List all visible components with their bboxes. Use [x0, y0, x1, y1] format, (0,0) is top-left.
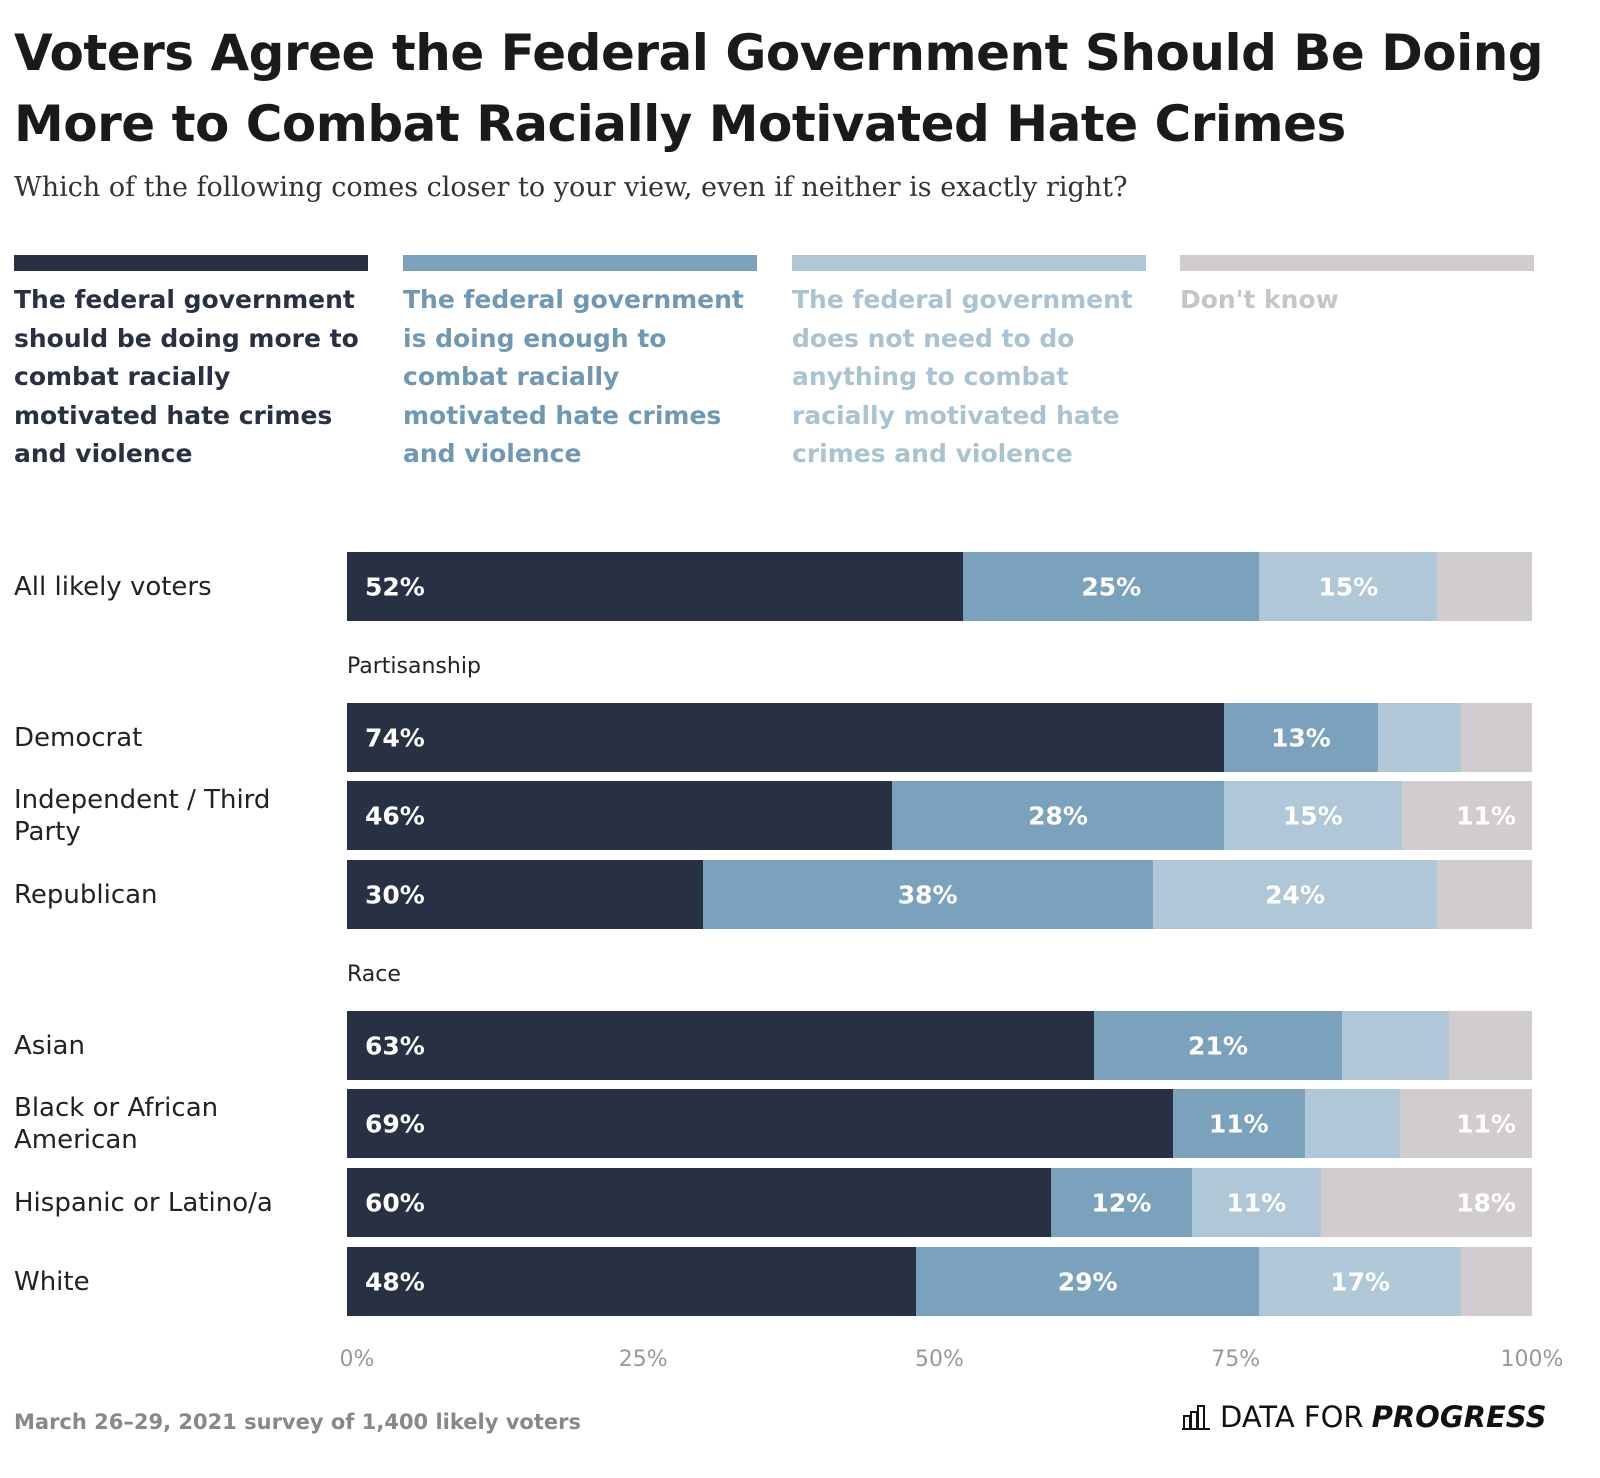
stacked-bar: 48% 29% 17%: [347, 1247, 1532, 1316]
bar-segment: 15%: [1223, 781, 1402, 850]
stacked-bar: 60% 12% 11% 18%: [347, 1168, 1532, 1237]
data-label: 21%: [1188, 1031, 1248, 1060]
data-label: 69%: [365, 1109, 425, 1138]
bar-segment: 48%: [347, 1247, 916, 1316]
row-label: Black or African American: [14, 1092, 219, 1155]
data-label: 30%: [365, 880, 425, 909]
data-label: 46%: [365, 801, 425, 830]
bar-segment: 38%: [702, 860, 1153, 929]
footer-note: March 26–29, 2021 survey of 1,400 likely…: [14, 1410, 581, 1434]
legend-label: The federal government does not need to …: [792, 285, 1133, 469]
logo-text-bold: PROGRESS: [1371, 1400, 1547, 1434]
legend-swatch: [403, 255, 757, 271]
stacked-bar: 30% 38% 24%: [347, 860, 1532, 929]
bar-segment: 69%: [347, 1089, 1173, 1158]
legend-swatch: [792, 255, 1146, 271]
data-label: 15%: [1282, 801, 1343, 830]
x-tick-label: 0%: [339, 1347, 375, 1372]
stacked-bar: 52% 25% 15%: [347, 552, 1532, 621]
bar-segment: 52%: [347, 552, 964, 621]
data-label: 11%: [1456, 1109, 1516, 1138]
data-label: 25%: [1081, 572, 1142, 601]
bar-segment: 17%: [1259, 1247, 1461, 1316]
legend-label: The federal government should be doing m…: [14, 285, 359, 469]
data-label: 52%: [365, 572, 425, 601]
legend-label: Don't know: [1180, 285, 1339, 314]
stacked-bar: 69% 11% 11%: [347, 1089, 1532, 1158]
group-label: Race: [347, 962, 401, 987]
group-label: Partisanship: [347, 654, 481, 679]
bar-segment: 46%: [347, 781, 893, 850]
logo: DATA FOR PROGRESS: [1182, 1400, 1547, 1434]
bar-segment: 13%: [1223, 703, 1378, 772]
data-label: 13%: [1270, 723, 1331, 752]
row-label: Hispanic or Latino/a: [14, 1187, 273, 1218]
row-label: White: [14, 1266, 90, 1297]
data-label: 63%: [365, 1031, 425, 1060]
bar-segment: 28%: [892, 781, 1224, 850]
x-tick-label: 25%: [618, 1347, 668, 1372]
data-label: 17%: [1330, 1267, 1391, 1296]
row-label: Independent / Third Party: [14, 784, 271, 847]
x-tick-label: 50%: [915, 1347, 964, 1372]
bar-segment: [1460, 703, 1532, 772]
legend-label: The federal government is doing enough t…: [403, 285, 744, 469]
legend-item: The federal government is doing enough t…: [403, 255, 757, 474]
chart-subtitle: Which of the following comes closer to y…: [14, 172, 1128, 203]
row-label: Asian: [14, 1030, 85, 1061]
bar-segment: [1437, 552, 1532, 621]
data-label: 15%: [1318, 572, 1379, 601]
legend-swatch: [14, 255, 368, 271]
bar-segment: 25%: [963, 552, 1260, 621]
legend-item: The federal government should be doing m…: [14, 255, 368, 474]
bar-segment: [1377, 703, 1461, 772]
bar-segment: 11%: [1191, 1168, 1321, 1237]
bar-segment: [1460, 1247, 1532, 1316]
data-label: 24%: [1265, 880, 1325, 909]
row-label: Democrat: [14, 722, 143, 753]
data-label: 11%: [1226, 1188, 1287, 1217]
data-label: 60%: [365, 1188, 425, 1217]
row-label: All likely voters: [14, 571, 212, 602]
bar-segment: [1437, 860, 1532, 929]
row-label: Republican: [14, 879, 158, 910]
data-label: 38%: [897, 880, 958, 909]
data-label: 48%: [365, 1267, 425, 1296]
bar-segment: [1304, 1089, 1401, 1158]
logo-text-light: DATA FOR: [1220, 1400, 1364, 1434]
bar-segment: 63%: [347, 1011, 1094, 1080]
legend-item: Don't know: [1180, 255, 1534, 320]
bar-segment: 60%: [347, 1168, 1051, 1237]
data-label: 12%: [1091, 1188, 1152, 1217]
bar-segment: 11%: [1400, 1089, 1532, 1158]
data-label: 28%: [1028, 801, 1088, 830]
bar-segment: [1449, 1011, 1532, 1080]
data-label: 11%: [1208, 1109, 1269, 1138]
stacked-bar: 74% 13%: [347, 703, 1532, 772]
x-tick-label: 100%: [1500, 1347, 1564, 1372]
bar-segment: [1342, 1011, 1450, 1080]
stacked-bar: 63% 21%: [347, 1011, 1532, 1080]
bar-segment: 24%: [1152, 860, 1438, 929]
bar-segment: 21%: [1093, 1011, 1343, 1080]
x-tick-label: 75%: [1211, 1347, 1261, 1372]
bar-segment: 11%: [1401, 781, 1532, 850]
data-label: 18%: [1456, 1188, 1516, 1217]
legend-item: The federal government does not need to …: [792, 255, 1146, 474]
data-label: 29%: [1057, 1267, 1118, 1296]
chart-title: Voters Agree the Federal Government Shou…: [14, 24, 1544, 153]
bar-segment: 15%: [1259, 552, 1438, 621]
bar-segment: 18%: [1320, 1168, 1532, 1237]
bar-segment: 29%: [915, 1247, 1260, 1316]
bar-segment: 74%: [347, 703, 1224, 772]
bar-segment: 12%: [1050, 1168, 1192, 1237]
data-label: 74%: [365, 723, 425, 752]
legend-swatch: [1180, 255, 1534, 271]
bar-segment: 30%: [347, 860, 703, 929]
bar-segment: 11%: [1172, 1089, 1305, 1158]
data-label: 11%: [1456, 801, 1516, 830]
stacked-bar: 46% 28% 15% 11%: [347, 781, 1532, 850]
bar-chart-icon: [1182, 1405, 1210, 1430]
